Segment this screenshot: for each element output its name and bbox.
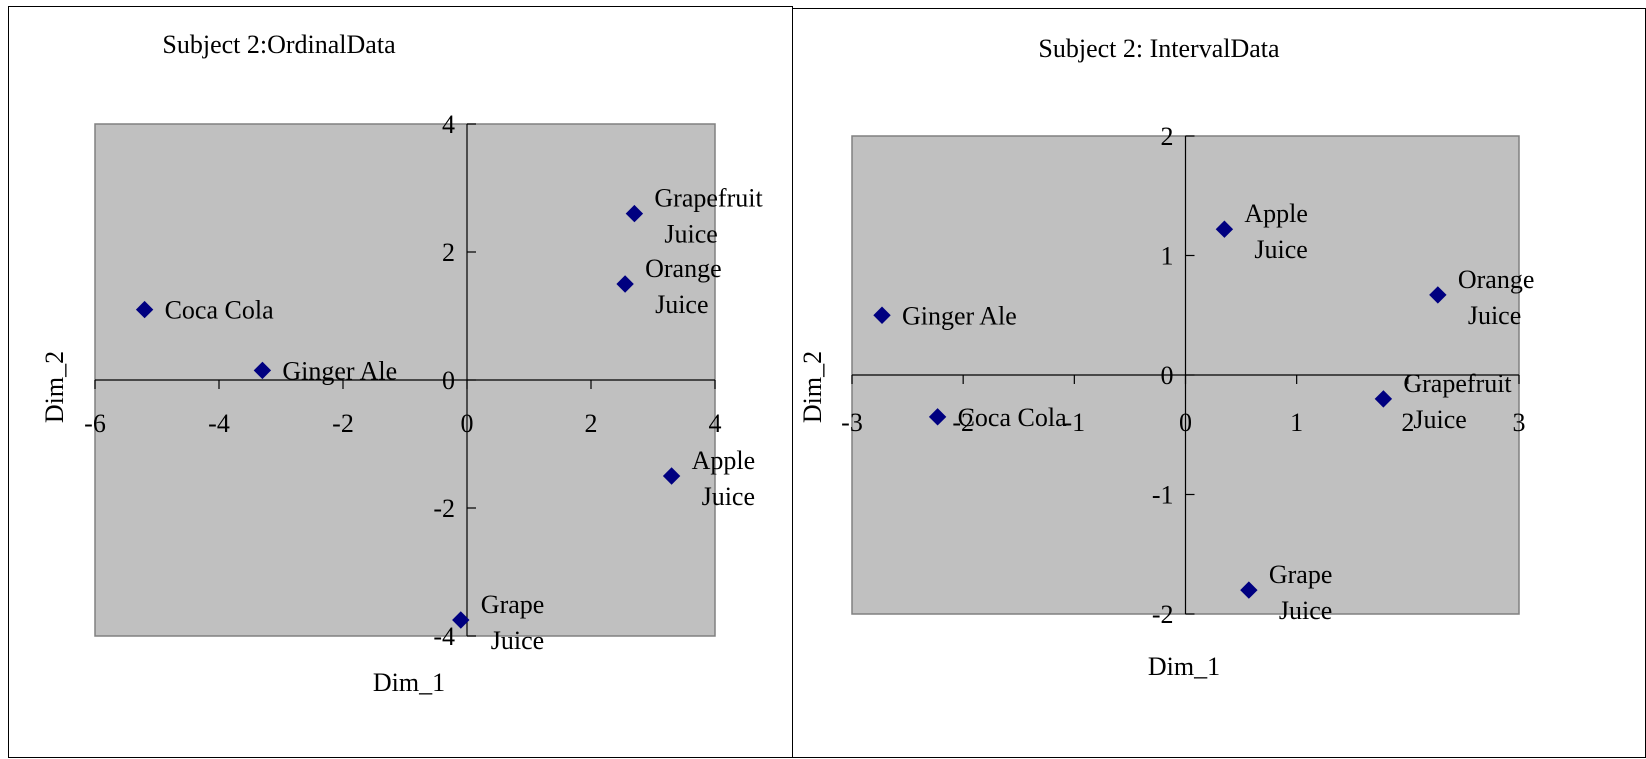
y-axis-title: Dim_2 <box>40 351 69 423</box>
data-point <box>135 300 154 319</box>
data-point <box>928 408 947 426</box>
chart-panel-ordinal: Subject 2:OrdinalData Dim_1 Dim_2 -6 -4 -2… <box>8 6 793 758</box>
point-label: Ginger Ale <box>902 301 1017 330</box>
data-point <box>625 204 644 223</box>
x-tick-label: 0 <box>1179 408 1192 437</box>
x-tick-label: -6 <box>84 409 106 438</box>
chart-title: Subject 2: IntervalData <box>1038 34 1280 63</box>
y-tick-label: 0 <box>442 366 455 395</box>
point-label: Orange <box>1458 265 1535 294</box>
data-point <box>1240 581 1258 599</box>
data-point <box>452 611 470 629</box>
data-point <box>1374 390 1393 408</box>
chart-title: Subject 2:OrdinalData <box>162 30 396 59</box>
data-point <box>1215 220 1234 238</box>
data-point <box>662 467 681 485</box>
point-label: Orange <box>645 254 722 283</box>
point-label: Coca Cola <box>958 403 1067 432</box>
ordinal-chart-svg: Subject 2:OrdinalData Dim_1 Dim_2 -6 -4 -2… <box>40 30 763 697</box>
x-tick-label: 2 <box>585 409 598 438</box>
x-tick-label: 3 <box>1513 408 1526 437</box>
point-label: Apple <box>1244 199 1308 228</box>
point-label: Juice <box>1279 596 1332 625</box>
x-tick-label: 0 <box>461 409 474 438</box>
chart-panel-interval: Subject 2: IntervalData Dim_1 Dim_2 -3 -2… <box>792 8 1646 758</box>
y-tick-label: -1 <box>1152 481 1174 510</box>
point-label: Juice <box>1468 301 1521 330</box>
interval-chart-svg: Subject 2: IntervalData Dim_1 Dim_2 -3 -2… <box>798 34 1535 681</box>
y-tick-label: 4 <box>442 110 455 139</box>
point-label: Ginger Ale <box>282 356 397 385</box>
x-tick-label: -2 <box>952 408 974 437</box>
point-label: Grape <box>1269 560 1333 589</box>
point-label: Grapefruit <box>1403 369 1512 398</box>
x-tick-label: 2 <box>1401 408 1414 437</box>
data-point <box>253 361 272 380</box>
point-label: Juice <box>491 626 544 655</box>
point-label: Juice <box>655 290 708 319</box>
data-point <box>1429 286 1447 304</box>
point-label: Juice <box>664 220 717 249</box>
y-tick-label: -2 <box>1152 600 1174 629</box>
point-label: Juice <box>1413 405 1466 434</box>
y-tick-label: 0 <box>1161 361 1174 390</box>
y-axis-title: Dim_2 <box>798 351 827 423</box>
point-label: Juice <box>1254 235 1307 264</box>
x-tick-label: 1 <box>1290 408 1303 437</box>
x-tick-label: -2 <box>332 409 354 438</box>
x-tick-label: -3 <box>841 408 863 437</box>
y-tick-label: -2 <box>433 494 455 523</box>
point-label: Grapefruit <box>654 184 763 213</box>
y-tick-label: -4 <box>433 622 455 651</box>
y-tick-label: 1 <box>1161 242 1174 271</box>
x-axis-title: Dim_1 <box>373 668 445 697</box>
point-label: Coca Cola <box>165 296 274 325</box>
point-label: Juice <box>702 482 755 511</box>
data-point <box>616 275 634 293</box>
x-tick-label: -1 <box>1063 408 1085 437</box>
x-tick-label: 4 <box>709 409 722 438</box>
y-tick-label: 2 <box>442 238 455 267</box>
data-point <box>873 306 891 324</box>
y-tick-label: 2 <box>1161 122 1174 151</box>
point-label: Grape <box>481 590 545 619</box>
x-tick-label: -4 <box>208 409 230 438</box>
point-label: Apple <box>692 446 756 475</box>
x-axis-title: Dim_1 <box>1148 652 1220 681</box>
